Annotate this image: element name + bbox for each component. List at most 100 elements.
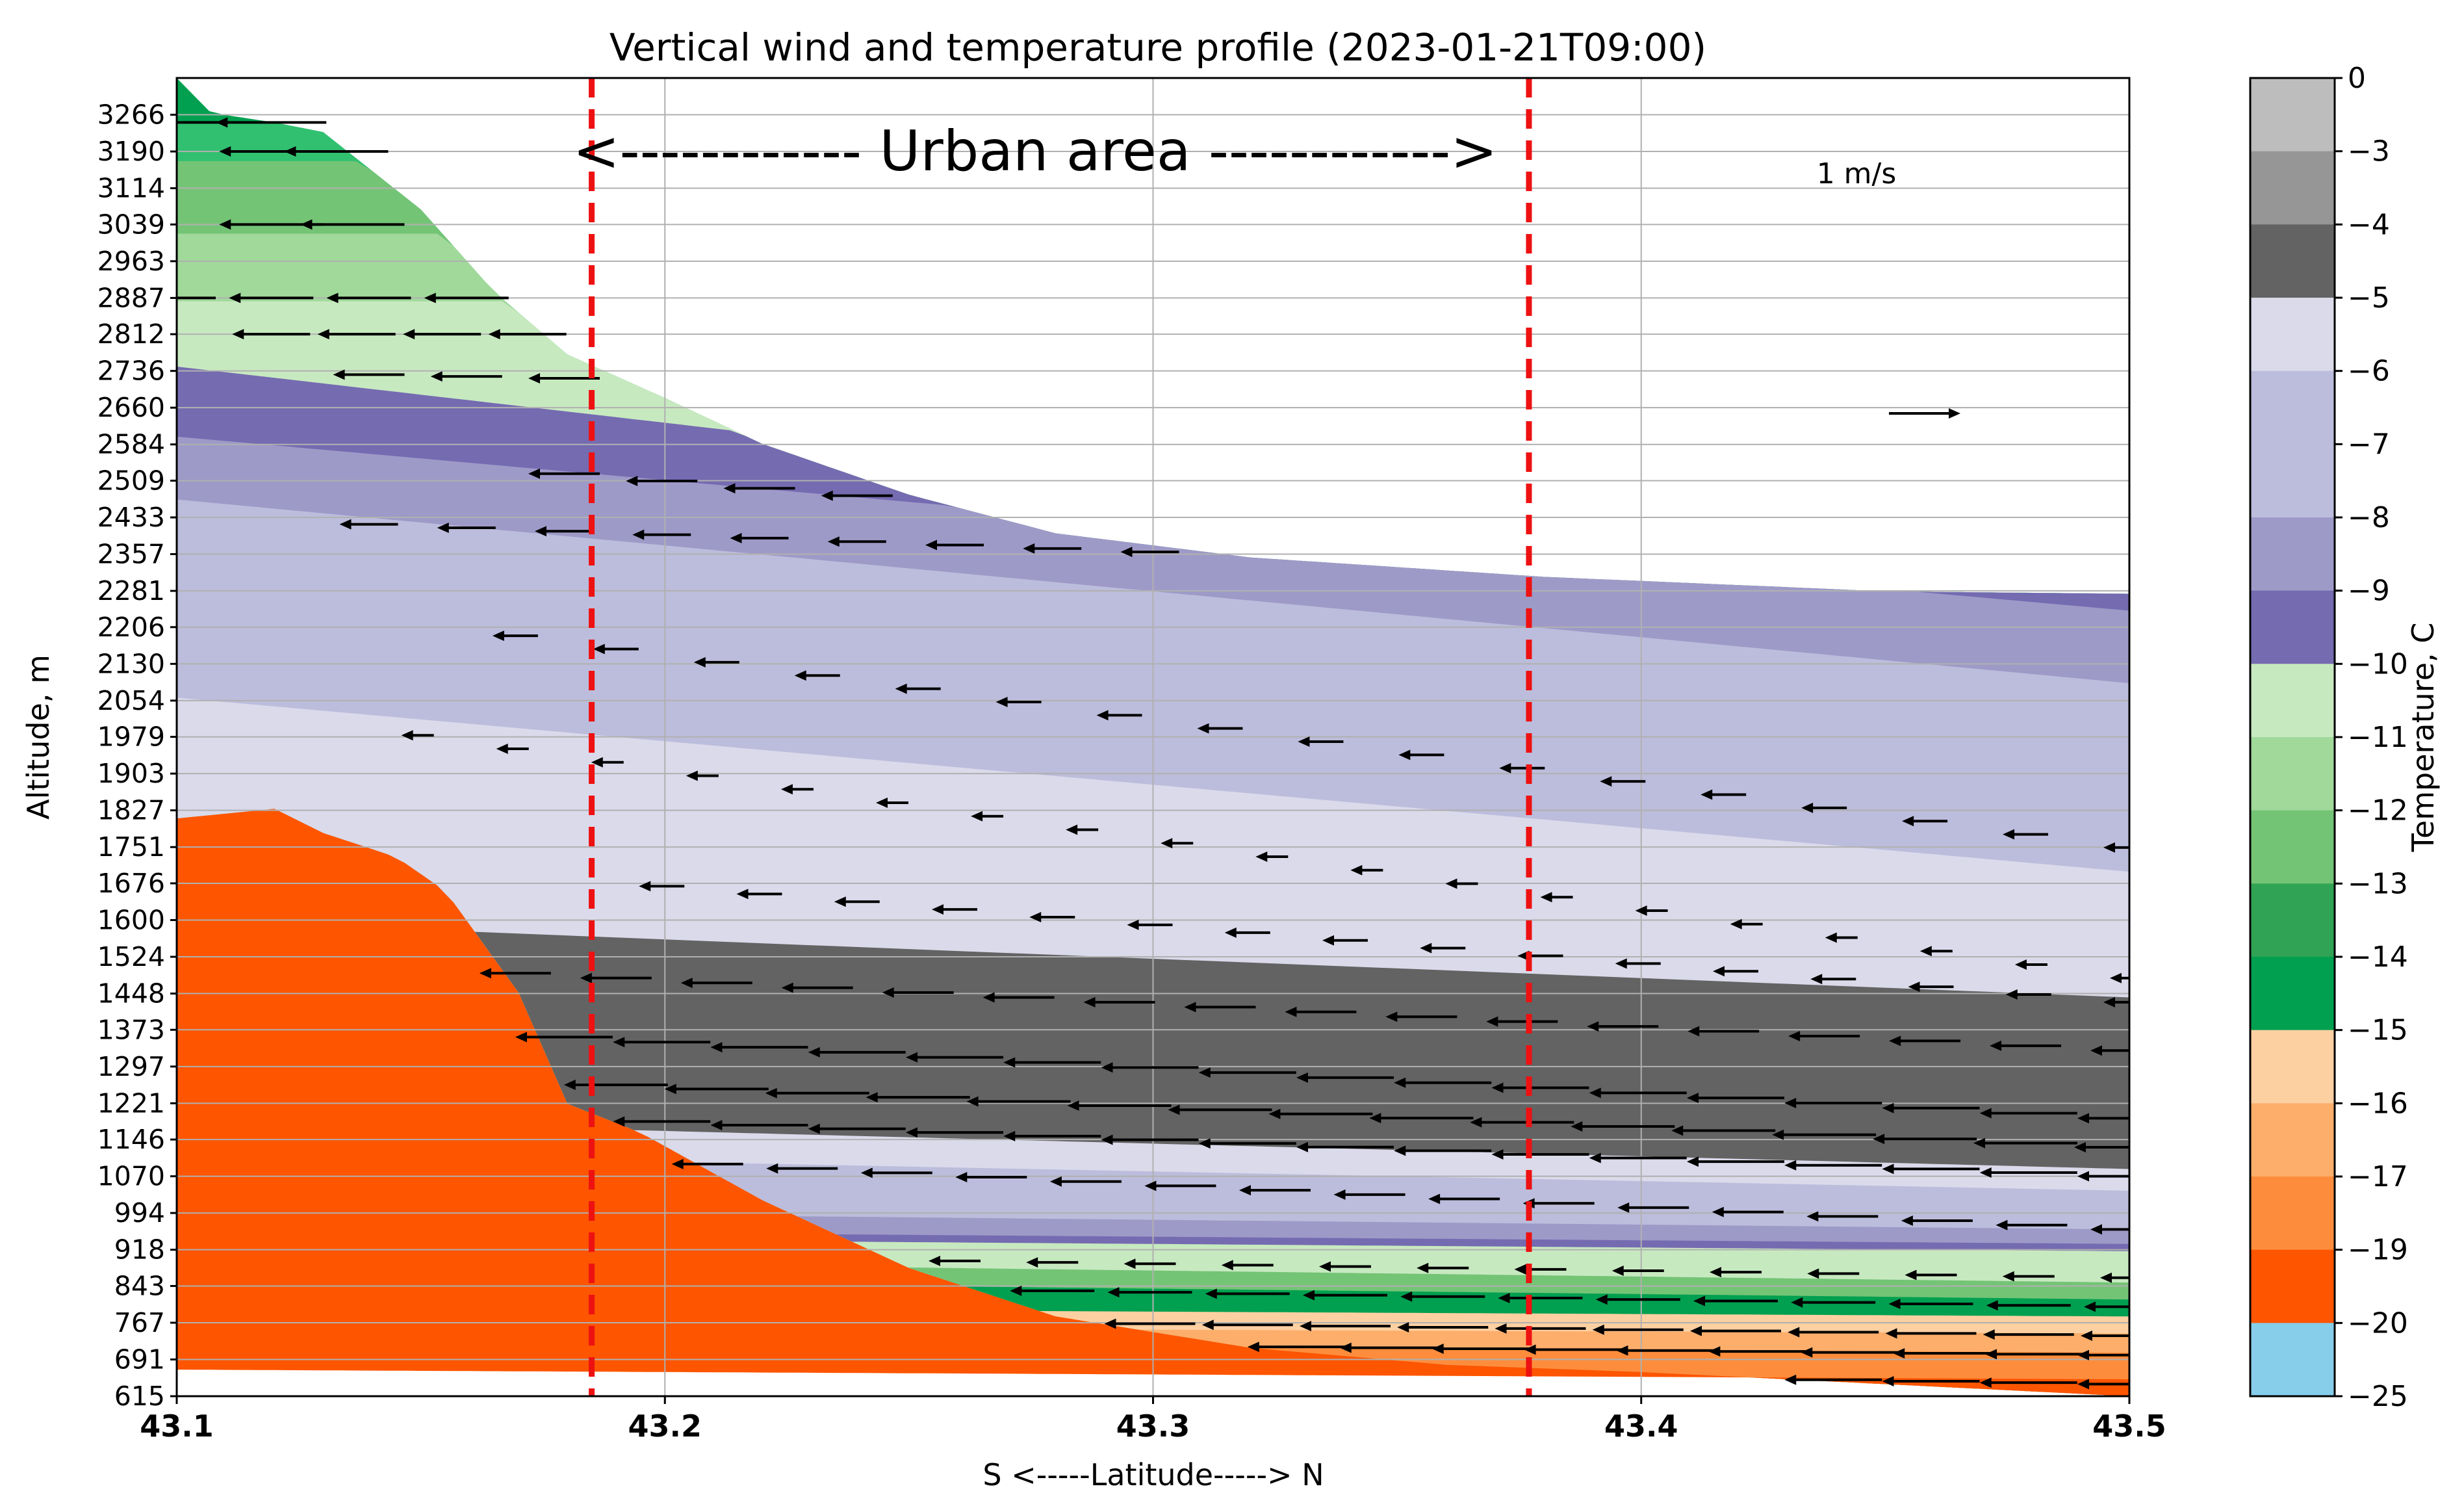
y-axis-label: Altitude, m [21,655,56,820]
wind-vector-head [1201,1320,1214,1331]
wind-vector-head [1369,1113,1381,1124]
x-tick-label: 43.2 [628,1409,702,1444]
colorbar: 0 −3 −4 −5 −6 −7 −8 −9 −10 −11 −12 −13 −14 −15 −16 −17 −… [2249,62,2408,1413]
wind-vector-head [430,371,443,382]
wind-vector-head [1268,1108,1281,1119]
wind-vector [1285,1006,1357,1017]
wind-vector-head [808,1046,820,1058]
wind-vector-head [1029,912,1042,923]
wind-vector [1486,1016,1558,1027]
wind-vector-head [2005,989,2018,1000]
wind-vector-head [1285,1006,1297,1017]
wind-vector [1979,1377,2077,1388]
wind-vector [2084,1301,2129,1312]
wind-vector [177,121,229,124]
wind-vector [2077,1113,2129,1124]
wind-vector-head [496,743,508,754]
wind-vector [1600,776,1646,787]
wind-vector [808,1046,906,1058]
wind-vector [1791,1297,1876,1308]
wind-vector [2077,1349,2129,1360]
wind-vector [1587,1021,1659,1032]
wind-vector [1693,1295,1778,1306]
wind-vector-head [808,1123,820,1134]
wind-vector-head [882,987,894,998]
wind-vector-head [1417,1262,1429,1273]
wind-vector [1687,1156,1784,1167]
wind-vector-head [626,476,638,487]
y-tick-label: 918 [114,1234,165,1266]
wind-vector [1713,966,1758,977]
colorbar-bin [2250,298,2335,372]
wind-vector [2005,989,2051,1000]
wind-vector [1495,1323,1586,1334]
wind-vector-head [1713,966,1725,977]
wind-vector [1615,958,1661,969]
wind-vector [1882,1375,1980,1386]
wind-vector [1298,736,1344,748]
wind-vector [1807,1268,1860,1279]
wind-vector [1905,1269,1957,1280]
wind-vector [1973,1138,2078,1149]
wind-vector [515,1032,613,1043]
wind-vector-head [1687,1156,1699,1167]
wind-vector-head [1990,1040,2002,1051]
wind-vector [1710,1267,1762,1278]
wind-vector-head [1083,996,1096,1008]
wind-vector [1247,1342,1345,1353]
wind-vector-head [765,1087,777,1098]
colorbar-bin [2250,664,2335,738]
wind-vector [1123,1258,1176,1269]
wind-vector [1101,1062,1199,1073]
wind-vector-head [1322,935,1334,946]
colorbar-bin [2250,883,2335,957]
wind-vector [1985,1349,2083,1360]
wind-vector-head [232,329,244,340]
y-tick-label: 2206 [97,612,165,643]
wind-vector [333,369,405,380]
wind-vector [563,1079,668,1090]
wind-vector-head [1123,1258,1136,1269]
wind-vector-head [1589,1152,1601,1164]
chart-title: Vertical wind and temperature profile (2… [610,25,1706,70]
wind-vector [1889,1035,1961,1046]
wind-vector [1784,1097,1882,1108]
wind-vector-head [1339,1342,1352,1353]
wind-vector [284,146,389,157]
wind-vector [591,757,624,768]
wind-vector-head [1688,1026,1700,1037]
wind-vector-head [1589,1087,1601,1098]
wind-vector [2002,1271,2055,1282]
wind-vector-head [866,1092,878,1103]
wind-vector-head [966,1096,979,1107]
wind-vector [1029,912,1075,923]
wind-vector-head [437,522,449,533]
wind-vector-head [528,372,540,384]
wind-vector [1333,1189,1405,1200]
wind-vector-head [710,1042,723,1053]
wind-vector [1397,1322,1489,1333]
wind-vector [1400,1291,1485,1302]
wind-vector-head [834,896,846,907]
wind-vector [1617,1202,1689,1213]
wind-vector-head [1385,1011,1398,1022]
wind-vector-head [1784,1160,1797,1171]
wind-vector [1224,927,1270,938]
wind-vector [1700,789,1747,800]
wind-vector [1369,1113,1474,1124]
wind-vector-head [1499,762,1511,774]
wind-vector-head [766,1163,778,1174]
wind-key-label: 1 m/s [1817,157,1897,190]
wind-vector [2077,1171,2129,1182]
wind-vector-head [906,1127,918,1138]
y-tick-label: 1448 [97,978,165,1009]
wind-vector-head [1611,1266,1624,1277]
wind-vector [680,978,752,989]
wind-vector-head [671,1158,684,1169]
wind-vector-head [2077,1349,2089,1360]
wind-vector-head [613,1037,625,1048]
urban-boundary-lines [589,78,1532,1396]
wind-vector [437,522,496,533]
wind-vector [1810,974,1856,985]
wind-vector [2003,829,2049,840]
